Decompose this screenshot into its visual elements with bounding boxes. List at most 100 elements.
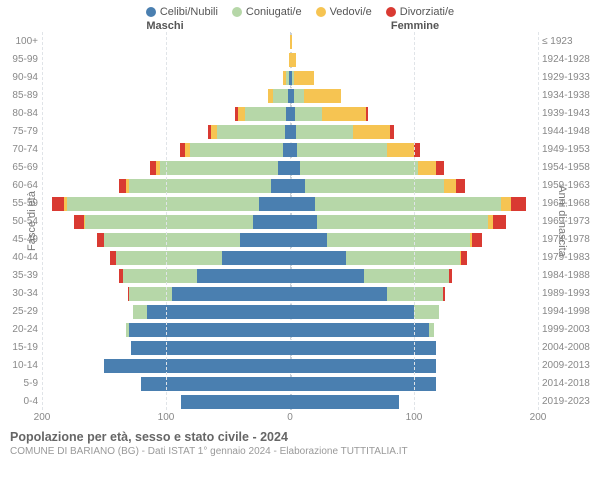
pyramid-row: 50-541969-1973 bbox=[42, 212, 538, 230]
male-header: Maschi bbox=[0, 20, 290, 32]
bar-segment bbox=[300, 161, 418, 175]
bar-segment bbox=[197, 269, 290, 283]
pyramid-row: 40-441979-1983 bbox=[42, 248, 538, 266]
birth-label: ≤ 1923 bbox=[542, 36, 600, 47]
bar-segment bbox=[278, 161, 290, 175]
bar-segment bbox=[290, 233, 327, 247]
x-tick: 200 bbox=[530, 412, 547, 423]
gridline-vertical bbox=[42, 32, 43, 410]
footer-title: Popolazione per età, sesso e stato civil… bbox=[10, 430, 590, 444]
birth-label: 1929-1933 bbox=[542, 72, 600, 83]
bar-segment bbox=[290, 161, 300, 175]
bar-segment bbox=[322, 107, 365, 121]
age-label: 60-64 bbox=[0, 180, 38, 191]
pyramid-row: 35-391984-1988 bbox=[42, 266, 538, 284]
legend-swatch bbox=[316, 7, 326, 17]
bar-segment bbox=[461, 251, 467, 265]
pyramid-rows: 100+≤ 192395-991924-192890-941929-193385… bbox=[42, 32, 538, 410]
bar-segment bbox=[123, 269, 197, 283]
pyramid-row: 45-491974-1978 bbox=[42, 230, 538, 248]
bar-segment bbox=[283, 143, 290, 157]
pyramid-row: 90-941929-1933 bbox=[42, 68, 538, 86]
bar-segment bbox=[217, 125, 285, 139]
age-label: 25-29 bbox=[0, 306, 38, 317]
legend-label: Celibi/Nubili bbox=[160, 6, 218, 18]
footer-subtitle: COMUNE DI BARIANO (BG) - Dati ISTAT 1° g… bbox=[10, 446, 590, 457]
birth-label: 1989-1993 bbox=[542, 288, 600, 299]
x-tick: 100 bbox=[158, 412, 175, 423]
bar-segment bbox=[290, 395, 399, 409]
age-label: 50-54 bbox=[0, 216, 38, 227]
age-label: 10-14 bbox=[0, 360, 38, 371]
legend-label: Coniugati/e bbox=[246, 6, 302, 18]
bar-segment bbox=[271, 179, 290, 193]
birth-label: 1999-2003 bbox=[542, 324, 600, 335]
bar-segment bbox=[133, 305, 148, 319]
legend-label: Vedovi/e bbox=[330, 6, 372, 18]
bar-segment bbox=[304, 89, 341, 103]
pyramid-row: 80-841939-1943 bbox=[42, 104, 538, 122]
age-label: 35-39 bbox=[0, 270, 38, 281]
bar-segment bbox=[290, 215, 317, 229]
bar-segment bbox=[290, 251, 346, 265]
birth-label: 2014-2018 bbox=[542, 378, 600, 389]
gridline-vertical bbox=[166, 32, 167, 410]
birth-label: 1979-1983 bbox=[542, 252, 600, 263]
bar-segment bbox=[390, 125, 394, 139]
bar-segment bbox=[414, 305, 439, 319]
bar-segment bbox=[129, 179, 272, 193]
bar-segment bbox=[472, 233, 482, 247]
bar-segment bbox=[429, 323, 434, 337]
bar-segment bbox=[245, 107, 286, 121]
bar-segment bbox=[456, 179, 465, 193]
bar-segment bbox=[418, 161, 437, 175]
bar-segment bbox=[116, 251, 221, 265]
gridline-vertical bbox=[538, 32, 539, 410]
bar-segment bbox=[290, 35, 292, 49]
bar-segment bbox=[290, 143, 297, 157]
bar-segment bbox=[290, 197, 315, 211]
bar-segment bbox=[190, 143, 283, 157]
x-tick: 200 bbox=[34, 412, 51, 423]
bar-segment bbox=[387, 143, 414, 157]
bar-segment bbox=[131, 341, 290, 355]
bar-segment bbox=[290, 269, 364, 283]
bar-segment bbox=[104, 233, 240, 247]
bar-segment bbox=[238, 107, 245, 121]
bar-segment bbox=[317, 215, 488, 229]
pyramid-row: 25-291994-1998 bbox=[42, 302, 538, 320]
age-label: 65-69 bbox=[0, 162, 38, 173]
age-label: 85-89 bbox=[0, 90, 38, 101]
birth-label: 1944-1948 bbox=[542, 126, 600, 137]
bar-segment bbox=[296, 125, 353, 139]
chart-footer: Popolazione per età, sesso e stato civil… bbox=[0, 424, 600, 457]
bar-segment bbox=[294, 89, 304, 103]
pyramid-row: 0-42019-2023 bbox=[42, 392, 538, 410]
gridline-vertical bbox=[414, 32, 415, 410]
bar-segment bbox=[147, 305, 290, 319]
column-headers: Maschi Femmine bbox=[0, 20, 600, 32]
pyramid-row: 70-741949-1953 bbox=[42, 140, 538, 158]
age-label: 20-24 bbox=[0, 324, 38, 335]
legend-swatch bbox=[232, 7, 242, 17]
bar-segment bbox=[290, 305, 414, 319]
age-label: 75-79 bbox=[0, 126, 38, 137]
pyramid-row: 30-341989-1993 bbox=[42, 284, 538, 302]
bar-segment bbox=[273, 89, 288, 103]
bar-segment bbox=[222, 251, 290, 265]
bar-segment bbox=[315, 197, 501, 211]
age-label: 90-94 bbox=[0, 72, 38, 83]
bar-segment bbox=[104, 359, 290, 373]
birth-label: 1924-1928 bbox=[542, 54, 600, 65]
bar-segment bbox=[172, 287, 290, 301]
birth-label: 2004-2008 bbox=[542, 342, 600, 353]
legend-swatch bbox=[386, 7, 396, 17]
pyramid-row: 20-241999-2003 bbox=[42, 320, 538, 338]
bar-segment bbox=[511, 197, 526, 211]
legend: Celibi/NubiliConiugati/eVedovi/eDivorzia… bbox=[0, 0, 600, 20]
bar-segment bbox=[436, 161, 443, 175]
pyramid-row: 75-791944-1948 bbox=[42, 122, 538, 140]
birth-label: 1974-1978 bbox=[542, 234, 600, 245]
birth-label: 2009-2013 bbox=[542, 360, 600, 371]
birth-label: 1984-1988 bbox=[542, 270, 600, 281]
